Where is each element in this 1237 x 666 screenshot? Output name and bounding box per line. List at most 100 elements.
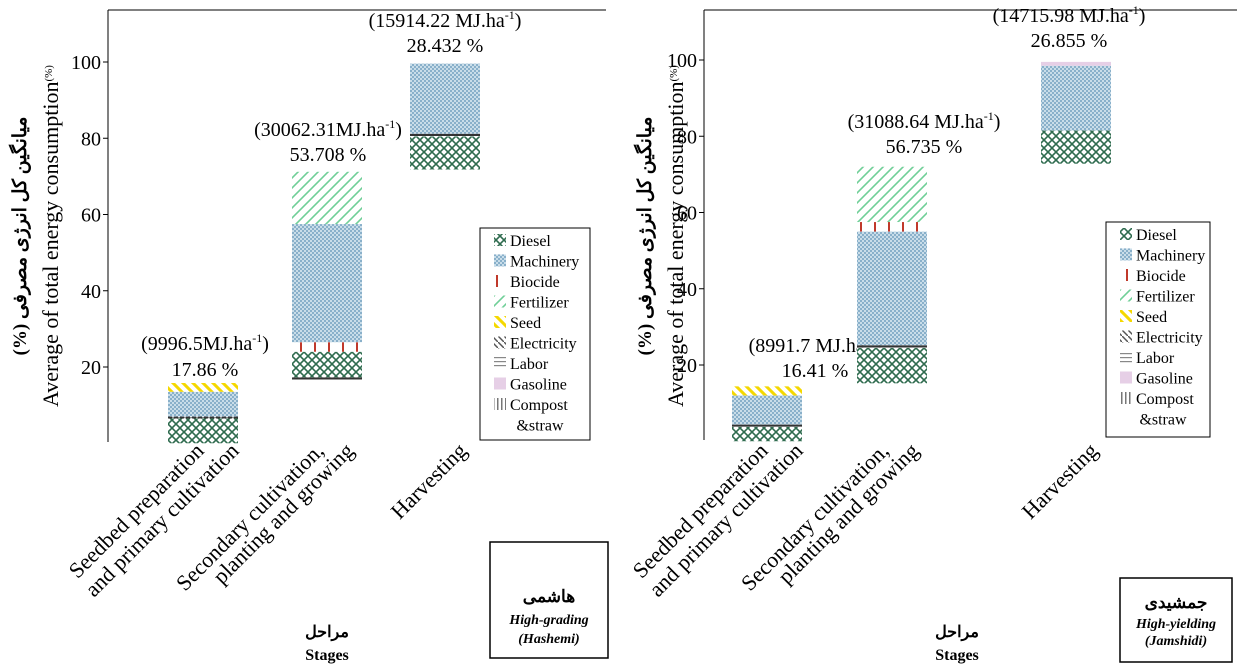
variety-box: هاشمی High-grading (Hashemi) xyxy=(489,541,609,659)
legend-swatch-biocide xyxy=(1120,269,1132,281)
x-axis-title-en: Stages xyxy=(935,647,979,664)
bar-segment-diesel xyxy=(857,347,927,384)
bar-segment-diesel xyxy=(732,426,802,442)
legend-swatch-diesel xyxy=(494,234,506,246)
y-axis-title-en-text: Average of total energy consumption(%) xyxy=(38,65,63,407)
legend: Diesel Machinery Biocide Fertilizer Seed Elec… xyxy=(1105,221,1211,438)
legend-swatch-seed xyxy=(494,316,506,328)
bar-segment-fertilizer xyxy=(292,171,362,225)
bar-segment-machinery xyxy=(292,224,362,343)
bar-segment-diesel xyxy=(1041,130,1111,164)
bar-energy-label: (31088.64 MJ.ha-1) xyxy=(848,109,1001,133)
legend-swatch-electricity xyxy=(494,336,506,349)
bar-segment-biocide xyxy=(857,222,927,232)
bar-stage-3: (15914.22 MJ.ha-1) 28.432 % xyxy=(369,8,521,170)
y-axis-title-fa-text: میانگین کل انرژی مصرفی (%) xyxy=(633,117,656,356)
bar-energy-label: (30062.31MJ.ha-1) xyxy=(254,117,402,141)
variety-fa: جمشیدی xyxy=(1145,593,1208,612)
x-axis-title-fa: مراحل xyxy=(935,624,979,642)
y-tick-label: 100 xyxy=(667,50,697,72)
legend-swatch-gasoline xyxy=(494,377,506,390)
legend-item-label: Biocide xyxy=(1136,268,1186,285)
legend-item-label: Gasoline xyxy=(1136,371,1193,388)
x-category-label: Harvesting xyxy=(1017,438,1103,524)
y-tick-label: 20 xyxy=(81,357,101,379)
bar-segment-seed xyxy=(168,383,238,392)
variety-name: (Hashemi) xyxy=(518,632,579,647)
bar-segment-machinery xyxy=(1041,65,1111,131)
legend-item-label: Seed xyxy=(510,315,541,332)
legend-item-label: Machinery xyxy=(510,254,579,271)
bar-segment-diesel xyxy=(292,351,362,378)
variety-box: جمشیدی High-yielding (Jamshidi) xyxy=(1119,577,1233,663)
bar-segment-machinery xyxy=(857,231,927,346)
legend-item-label: Labor xyxy=(510,356,549,373)
variety-box-frame xyxy=(489,541,609,659)
bar-segment-gasoline xyxy=(1041,61,1111,66)
legend-item-label: Fertilizer xyxy=(1136,289,1195,306)
bar-segment-diesel xyxy=(410,136,480,170)
legend-item-label: Compost xyxy=(510,397,568,414)
legend-item-label: Biocide xyxy=(510,274,560,291)
bar-stage-1: (9996.5MJ.ha-1) 17.86 % xyxy=(141,331,269,444)
bar-stage-2: (31088.64 MJ.ha-1) 56.735 % xyxy=(848,109,1001,384)
y-tick-label: 20 xyxy=(677,355,697,377)
legend-swatch-diesel xyxy=(1120,228,1132,240)
legend-item-label: Labor xyxy=(1136,350,1175,367)
legend-item-label: Seed xyxy=(1136,309,1167,326)
chart-panel-1: 20 40 60 80 100 میانگین کل انرژی مصرفی (%) Ave… xyxy=(8,8,609,664)
variety-fa: هاشمی xyxy=(523,587,575,606)
y-axis-title-fa: میانگین کل انرژی مصرفی (%) xyxy=(8,117,31,356)
legend-swatch-seed xyxy=(1120,310,1132,322)
bar-percent-label: 26.855 % xyxy=(1031,30,1108,52)
y-axis-title-fa-text: میانگین کل انرژی مصرفی (%) xyxy=(8,117,31,356)
bar-segment-labor xyxy=(168,416,238,419)
variety-name: (Jamshidi) xyxy=(1145,634,1207,649)
y-tick-label: 80 xyxy=(677,126,697,148)
legend-swatch-machinery xyxy=(494,254,506,267)
y-tick-label: 60 xyxy=(677,203,697,225)
y-tick-label: 40 xyxy=(677,279,697,301)
legend-item-label: Fertilizer xyxy=(510,295,569,312)
y-axis-title-en-text: Average of total energy consumption(%) xyxy=(663,65,688,407)
legend-item-label: Compost xyxy=(1136,391,1194,408)
legend-swatch-compost xyxy=(494,398,506,410)
legend-item-label: Diesel xyxy=(1136,227,1177,244)
bar-segment-machinery xyxy=(732,395,802,425)
y-axis-title-en: Average of total energy consumption(%) xyxy=(38,65,63,407)
bar-segment-fertilizer xyxy=(857,166,927,223)
x-category-label: Harvesting xyxy=(386,438,472,524)
bar-percent-label: 56.735 % xyxy=(886,136,963,158)
y-axis-title-fa: میانگین کل انرژی مصرفی (%) xyxy=(633,117,656,356)
y-tick-label: 80 xyxy=(81,128,101,150)
variety-en: High-yielding xyxy=(1135,617,1216,632)
legend-swatch-labor xyxy=(1120,351,1132,363)
x-axis-title-fa: مراحل xyxy=(305,624,349,642)
x-category-label-text: Harvesting xyxy=(386,438,472,524)
legend-item-label: Gasoline xyxy=(510,377,567,394)
legend-swatch-compost xyxy=(1120,392,1132,404)
legend-item-label-cont: &straw xyxy=(516,418,564,435)
legend-item-label: Machinery xyxy=(1136,248,1205,265)
bar-stage-3: (14715.98 MJ.ha-1) 26.855 % xyxy=(993,3,1145,164)
legend-swatch-biocide xyxy=(494,275,506,287)
chart-panel-2: 20 40 60 80 100 میانگین کل انرژی مصرفی (%) Ave… xyxy=(627,3,1237,664)
legend-item-label-cont: &straw xyxy=(1139,412,1187,429)
bar-segment-seed xyxy=(732,386,802,396)
bar-energy-label: (9996.5MJ.ha-1) xyxy=(141,331,269,355)
y-tick-label: 40 xyxy=(81,281,101,303)
bar-stage-2: (30062.31MJ.ha-1) 53.708 % xyxy=(254,117,402,380)
legend-swatch-labor xyxy=(494,357,506,369)
bar-segment-biocide xyxy=(292,342,362,352)
legend-swatch-electricity xyxy=(1120,330,1132,343)
legend-swatch-gasoline xyxy=(1120,371,1132,384)
bar-segment-machinery xyxy=(410,63,480,134)
legend: Diesel Machinery Biocide Fertilizer Seed Elec… xyxy=(479,227,591,441)
x-category-label-text: Harvesting xyxy=(1017,438,1103,524)
legend-swatch-machinery xyxy=(1120,248,1132,261)
bar-percent-label: 17.86 % xyxy=(172,359,239,381)
bar-percent-label: 16.41 % xyxy=(782,360,849,382)
y-axis-title-en: Average of total energy consumption(%) xyxy=(663,65,688,407)
bar-percent-label: 53.708 % xyxy=(290,144,367,166)
